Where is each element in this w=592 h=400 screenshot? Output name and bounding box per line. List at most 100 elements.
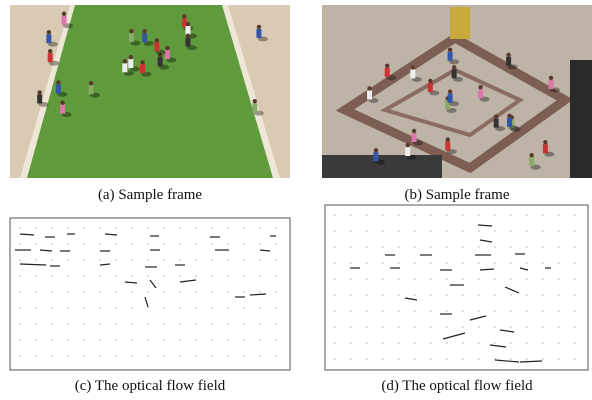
flow-dot	[163, 275, 164, 276]
flow-dot	[334, 278, 335, 279]
flow-dot	[398, 342, 399, 343]
flow-dot	[83, 339, 84, 340]
flow-dot	[227, 243, 228, 244]
flow-dot	[350, 262, 351, 263]
person	[445, 142, 450, 151]
flow-dot	[67, 227, 68, 228]
flow-dot	[414, 358, 415, 359]
flow-dot	[414, 262, 415, 263]
person	[165, 50, 170, 59]
person	[142, 29, 146, 33]
flow-dot	[382, 310, 383, 311]
flow-dot	[51, 339, 52, 340]
flow-dot	[526, 214, 527, 215]
flow-dot	[382, 214, 383, 215]
flow-dot	[163, 259, 164, 260]
flow-dot	[211, 227, 212, 228]
flow-dot	[227, 259, 228, 260]
flow-dot	[542, 326, 543, 327]
flow-dot	[19, 307, 20, 308]
flow-dot	[131, 339, 132, 340]
flow-dot	[99, 259, 100, 260]
page: (a) Sample frame (b) Sample frame (c) Th…	[0, 0, 592, 400]
flow-dot	[382, 358, 383, 359]
flow-dot	[19, 259, 20, 260]
person	[142, 33, 147, 42]
person	[406, 143, 410, 147]
flow-dot	[542, 262, 543, 263]
person	[129, 29, 133, 33]
flow-dot	[35, 275, 36, 276]
flow-dot	[558, 294, 559, 295]
flow-dot	[494, 278, 495, 279]
flow-dot	[115, 291, 116, 292]
person	[494, 119, 499, 128]
flow-dot	[478, 294, 479, 295]
person	[374, 148, 378, 152]
flow-dot	[227, 227, 228, 228]
flow-dot	[35, 291, 36, 292]
flow-dot	[179, 259, 180, 260]
flow-dot	[115, 323, 116, 324]
flow-dot	[35, 355, 36, 356]
flow-dot	[99, 323, 100, 324]
flow-dot	[510, 310, 511, 311]
figure: (a) Sample frame (b) Sample frame (c) Th…	[0, 0, 592, 400]
flow-dot	[398, 262, 399, 263]
flow-dot	[510, 278, 511, 279]
flow-dot	[510, 358, 511, 359]
person	[448, 90, 452, 94]
flow-dot	[526, 310, 527, 311]
flow-dot	[227, 275, 228, 276]
flow-dot	[334, 246, 335, 247]
flow-dot	[147, 259, 148, 260]
flow-dot	[478, 358, 479, 359]
flow-dot	[462, 214, 463, 215]
flow-dot	[334, 294, 335, 295]
flow-dot	[382, 230, 383, 231]
flow-dot	[131, 227, 132, 228]
person	[367, 90, 372, 99]
flow-dot	[494, 246, 495, 247]
flow-dot	[446, 342, 447, 343]
flow-dot	[574, 342, 575, 343]
flow-dot	[526, 262, 527, 263]
person	[412, 129, 416, 133]
flow-dot	[19, 243, 20, 244]
flow-dot	[259, 307, 260, 308]
flow-dot	[446, 310, 447, 311]
person	[452, 69, 457, 78]
flow-dot	[67, 243, 68, 244]
flow-dot	[35, 227, 36, 228]
person	[158, 57, 163, 66]
flow-dot	[574, 214, 575, 215]
flow-dot	[334, 358, 335, 359]
flow-dot	[259, 243, 260, 244]
flow-dot	[243, 227, 244, 228]
flow-dot	[350, 358, 351, 359]
flow-dot	[83, 323, 84, 324]
flow-dot	[275, 339, 276, 340]
flow-dot	[211, 323, 212, 324]
flow-dot	[195, 355, 196, 356]
person	[56, 80, 60, 84]
flow-dot	[275, 291, 276, 292]
flow-dot	[350, 230, 351, 231]
flow-dot	[414, 294, 415, 295]
flow-dot	[334, 262, 335, 263]
flow-dot	[414, 326, 415, 327]
caption: (d) The optical flow field	[381, 378, 533, 394]
flow-dot	[227, 291, 228, 292]
flow-dot	[19, 291, 20, 292]
person	[506, 53, 510, 57]
flow-dot	[398, 326, 399, 327]
flow-dot	[462, 278, 463, 279]
flow-dot	[366, 214, 367, 215]
flow-dot	[179, 355, 180, 356]
person	[543, 140, 547, 144]
flow-dot	[275, 259, 276, 260]
flow-dot	[366, 230, 367, 231]
flow-dot	[462, 342, 463, 343]
person	[428, 83, 433, 92]
flow-dot	[147, 227, 148, 228]
